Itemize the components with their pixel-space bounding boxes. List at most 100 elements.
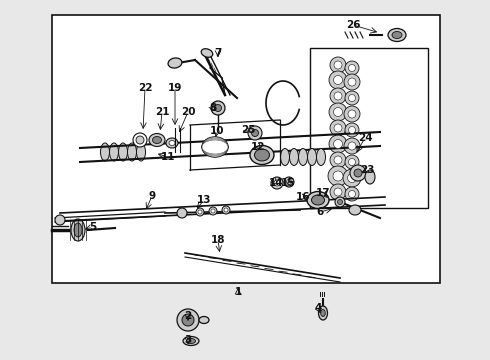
Text: 2: 2 (184, 311, 192, 321)
Ellipse shape (312, 195, 324, 205)
Ellipse shape (137, 143, 146, 161)
Text: 25: 25 (241, 125, 255, 135)
Circle shape (345, 187, 359, 201)
Text: 18: 18 (211, 235, 225, 245)
Circle shape (211, 209, 215, 213)
Circle shape (222, 206, 230, 214)
Circle shape (329, 71, 347, 89)
Circle shape (347, 174, 357, 183)
Circle shape (215, 104, 221, 112)
Ellipse shape (202, 138, 228, 156)
Circle shape (177, 208, 187, 218)
Ellipse shape (202, 140, 228, 154)
Ellipse shape (307, 192, 329, 208)
Text: 19: 19 (168, 83, 182, 93)
Text: 21: 21 (155, 107, 169, 117)
Circle shape (334, 124, 342, 132)
Circle shape (182, 314, 194, 326)
Ellipse shape (298, 148, 308, 166)
Text: 12: 12 (251, 142, 265, 152)
Ellipse shape (349, 205, 361, 215)
Ellipse shape (317, 148, 325, 166)
Ellipse shape (202, 137, 228, 157)
Text: 10: 10 (210, 126, 224, 136)
Ellipse shape (318, 306, 327, 320)
Circle shape (224, 208, 228, 212)
Circle shape (348, 158, 356, 166)
Circle shape (329, 135, 347, 153)
Ellipse shape (290, 148, 298, 166)
Ellipse shape (392, 31, 402, 39)
Ellipse shape (109, 143, 119, 161)
Ellipse shape (199, 316, 209, 324)
Ellipse shape (254, 149, 270, 161)
Ellipse shape (250, 145, 274, 165)
Circle shape (330, 88, 346, 104)
Circle shape (345, 91, 359, 105)
Text: 1: 1 (234, 287, 242, 297)
Ellipse shape (187, 338, 196, 343)
Circle shape (338, 199, 343, 204)
Circle shape (198, 210, 202, 214)
Ellipse shape (149, 134, 165, 147)
Text: 14: 14 (269, 178, 283, 188)
Circle shape (284, 177, 294, 187)
Text: 26: 26 (346, 20, 360, 30)
Circle shape (348, 78, 356, 86)
Text: 13: 13 (197, 195, 211, 205)
Circle shape (348, 64, 356, 72)
Ellipse shape (168, 58, 182, 68)
Ellipse shape (152, 136, 162, 144)
Circle shape (248, 126, 262, 140)
Circle shape (209, 207, 217, 215)
Circle shape (345, 155, 359, 169)
Circle shape (348, 190, 356, 198)
Text: 23: 23 (360, 165, 374, 175)
Text: 15: 15 (281, 178, 295, 188)
Circle shape (177, 309, 199, 331)
Ellipse shape (201, 49, 213, 57)
Circle shape (334, 156, 342, 164)
Text: 9: 9 (148, 191, 155, 201)
Text: 20: 20 (181, 107, 195, 117)
Bar (52, 15, 440, 283)
Circle shape (334, 92, 342, 100)
Circle shape (335, 197, 345, 207)
Circle shape (348, 126, 356, 134)
Circle shape (287, 180, 292, 184)
Circle shape (136, 136, 144, 144)
Ellipse shape (206, 140, 223, 153)
Ellipse shape (100, 143, 109, 161)
Circle shape (196, 208, 204, 216)
Circle shape (345, 61, 359, 75)
Circle shape (334, 139, 343, 148)
Ellipse shape (308, 148, 317, 166)
Text: 7: 7 (214, 48, 221, 58)
Ellipse shape (166, 138, 178, 148)
Circle shape (211, 101, 225, 115)
Circle shape (328, 166, 348, 186)
Text: 22: 22 (138, 83, 152, 93)
Ellipse shape (202, 139, 228, 155)
Circle shape (334, 108, 343, 117)
Text: 3: 3 (184, 335, 192, 345)
Text: 8: 8 (209, 103, 217, 113)
Circle shape (344, 74, 360, 90)
Ellipse shape (280, 148, 290, 166)
Ellipse shape (71, 219, 85, 241)
Circle shape (271, 177, 283, 189)
Circle shape (345, 123, 359, 137)
Circle shape (133, 133, 147, 147)
Text: 17: 17 (316, 188, 330, 198)
Circle shape (330, 152, 346, 168)
Circle shape (344, 138, 360, 154)
Circle shape (350, 165, 366, 181)
Circle shape (334, 76, 343, 85)
Text: 5: 5 (89, 222, 97, 232)
Text: 16: 16 (296, 192, 310, 202)
Ellipse shape (169, 140, 175, 145)
Ellipse shape (127, 143, 137, 161)
Circle shape (334, 61, 342, 69)
Circle shape (330, 184, 346, 200)
Circle shape (251, 130, 259, 136)
